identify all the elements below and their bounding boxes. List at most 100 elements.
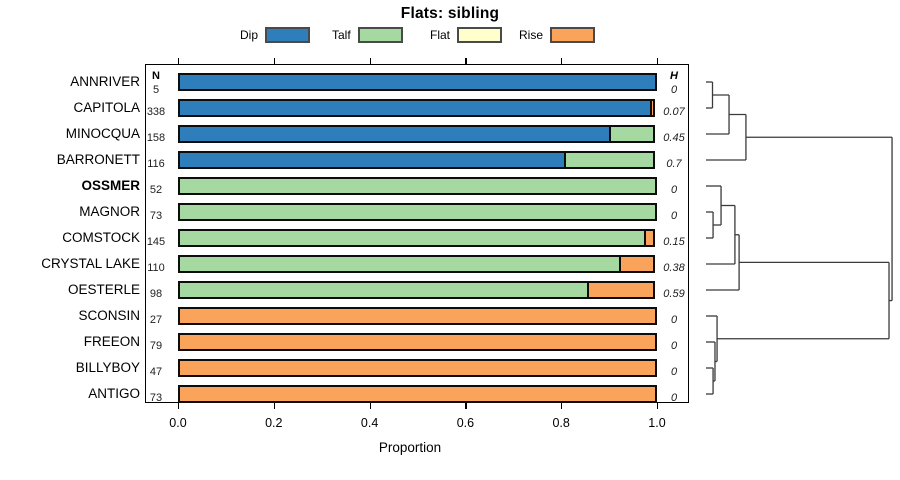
row-label-comstock: COMSTOCK <box>62 230 140 245</box>
bar-segment-rise <box>644 229 655 247</box>
n-value: 158 <box>146 132 166 144</box>
legend-swatch-icon <box>457 26 503 43</box>
bar-segment-talf <box>178 177 657 195</box>
n-value: 98 <box>149 288 163 300</box>
n-value: 338 <box>146 106 166 118</box>
h-value: 0.15 <box>663 236 685 248</box>
n-value: 116 <box>147 158 165 170</box>
stacked-bar <box>178 229 655 247</box>
stacked-bar <box>178 151 655 169</box>
h-value: 0 <box>670 340 678 352</box>
legend-label: Talf <box>332 27 351 42</box>
chart-title: Flats: sibling <box>400 5 500 22</box>
bottom-tick <box>273 403 275 409</box>
legend-item-flat: Flat <box>430 26 503 43</box>
h-value: 0 <box>670 314 678 326</box>
h-value: 0.38 <box>663 262 685 274</box>
x-tick-label: 0.6 <box>456 416 475 430</box>
top-tick <box>465 58 467 64</box>
bar-segment-rise <box>650 99 655 117</box>
x-tick-label: 0.0 <box>169 416 187 430</box>
stacked-bar <box>178 125 655 143</box>
row-label-oesterle: OESTERLE <box>67 282 140 297</box>
n-value: 47 <box>149 366 163 378</box>
legend-item-talf: Talf <box>332 26 403 43</box>
top-tick <box>273 58 275 64</box>
row-label-capitola: CAPITOLA <box>73 100 140 115</box>
bar-segment-talf <box>178 281 589 299</box>
bar-segment-dip <box>178 73 657 91</box>
h-value: 0.07 <box>663 106 685 118</box>
legend-label: Rise <box>519 27 544 42</box>
n-value: 27 <box>149 314 163 326</box>
row-label-barronett: BARRONETT <box>56 152 140 167</box>
bottom-tick <box>657 403 659 409</box>
bar-segment-talf <box>178 255 621 273</box>
x-tick-label: 0.4 <box>360 416 379 430</box>
legend-item-rise: Rise <box>519 26 596 43</box>
bottom-tick <box>369 403 371 409</box>
stacked-bar <box>178 73 657 91</box>
bar-segment-rise <box>178 385 657 403</box>
stacked-bar <box>178 333 657 351</box>
row-label-sconsin: SCONSIN <box>78 308 140 323</box>
bar-segment-dip <box>178 125 611 143</box>
bottom-tick <box>561 403 563 409</box>
stacked-bar <box>178 385 657 403</box>
top-tick <box>657 58 659 64</box>
bar-segment-talf <box>609 125 655 143</box>
h-column-header: H <box>670 70 678 82</box>
h-value: 0 <box>670 366 678 378</box>
bar-segment-talf <box>178 203 657 221</box>
row-label-antigo: ANTIGO <box>88 386 140 401</box>
legend-label: Dip <box>240 27 259 42</box>
top-tick <box>369 58 371 64</box>
row-label-crystal-lake: CRYSTAL LAKE <box>41 256 140 271</box>
bar-segment-talf <box>564 151 655 169</box>
bar-segment-rise <box>619 255 655 273</box>
n-value: 145 <box>146 236 166 248</box>
x-tick-label: 1.0 <box>648 416 666 430</box>
x-tick-label: 0.2 <box>265 416 283 430</box>
bar-segment-rise <box>178 359 657 377</box>
stacked-bar <box>178 281 655 299</box>
row-label-magnor: MAGNOR <box>79 204 140 219</box>
bar-segment-dip <box>178 99 652 117</box>
legend-item-dip: Dip <box>240 26 311 43</box>
n-value: 5 <box>152 84 160 96</box>
row-label-billyboy: BILLYBOY <box>75 360 140 375</box>
stacked-bar <box>178 359 657 377</box>
n-value: 52 <box>149 184 163 196</box>
row-label-minocqua: MINOCQUA <box>65 126 140 141</box>
x-axis-title: Proportion <box>378 440 442 455</box>
legend-swatch-icon <box>550 26 596 43</box>
top-tick <box>178 58 180 64</box>
stacked-bar <box>178 99 655 117</box>
bottom-tick <box>465 403 467 409</box>
legend-label: Flat <box>430 27 451 42</box>
h-value: 0.59 <box>663 288 685 300</box>
h-value: 0 <box>670 184 678 196</box>
n-value: 73 <box>149 210 163 222</box>
n-value: 110 <box>147 262 165 274</box>
dendrogram <box>706 81 893 395</box>
bottom-tick <box>178 403 180 409</box>
stacked-bar <box>178 255 655 273</box>
h-value: 0 <box>670 392 678 404</box>
bar-segment-talf <box>178 229 646 247</box>
legend-swatch-icon <box>265 26 311 43</box>
bar-segment-rise <box>587 281 655 299</box>
h-value: 0.45 <box>663 132 685 144</box>
bar-segment-dip <box>178 151 566 169</box>
n-column-header: N <box>152 70 160 82</box>
n-value: 79 <box>149 340 163 352</box>
h-value: 0 <box>670 210 678 222</box>
x-tick-label: 0.8 <box>552 416 570 430</box>
stacked-bar <box>178 203 657 221</box>
stacked-bar <box>178 177 657 195</box>
stacked-bar <box>178 307 657 325</box>
bar-segment-rise <box>178 307 657 325</box>
top-tick <box>561 58 563 64</box>
h-value: 0.7 <box>666 158 682 170</box>
